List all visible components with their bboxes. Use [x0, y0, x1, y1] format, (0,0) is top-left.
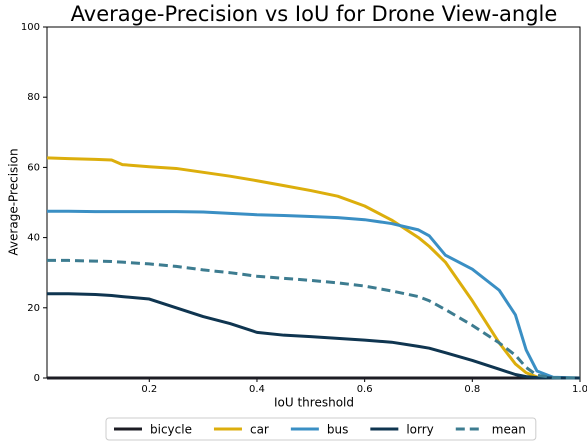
x-tick-label: 0.6 [357, 384, 373, 395]
series-line [47, 209, 581, 380]
plot-frame [46, 26, 581, 379]
legend-label: lorry [406, 423, 433, 437]
legend-label: bus [327, 423, 348, 437]
y-tick-label: 100 [21, 22, 40, 33]
legend-label: bicycle [150, 423, 192, 437]
x-tick-label: 0.2 [141, 384, 157, 395]
y-tick-label: 80 [27, 92, 40, 103]
x-tick-label: 0.4 [249, 384, 265, 395]
y-tick-label: 40 [27, 233, 40, 244]
series-line [46, 156, 580, 380]
x-tick-label: 1.0 [572, 384, 587, 395]
series-line [47, 292, 580, 380]
y-tick-label: 0 [34, 373, 40, 384]
y-tick-label: 20 [27, 303, 40, 314]
series-line [47, 258, 581, 380]
legend-box [105, 417, 537, 441]
y-axis-label: Average-Precision [7, 148, 21, 255]
y-tick-label: 60 [27, 162, 40, 173]
legend: bicycle car bus lorry mean [105, 417, 537, 441]
x-axis-label: IoU threshold [274, 396, 354, 410]
chart-title: Average-Precision vs IoU for Drone View-… [71, 2, 558, 26]
legend-label: car [250, 423, 269, 437]
legend-label: mean [492, 423, 526, 437]
x-tick-label: 0.8 [464, 384, 480, 395]
